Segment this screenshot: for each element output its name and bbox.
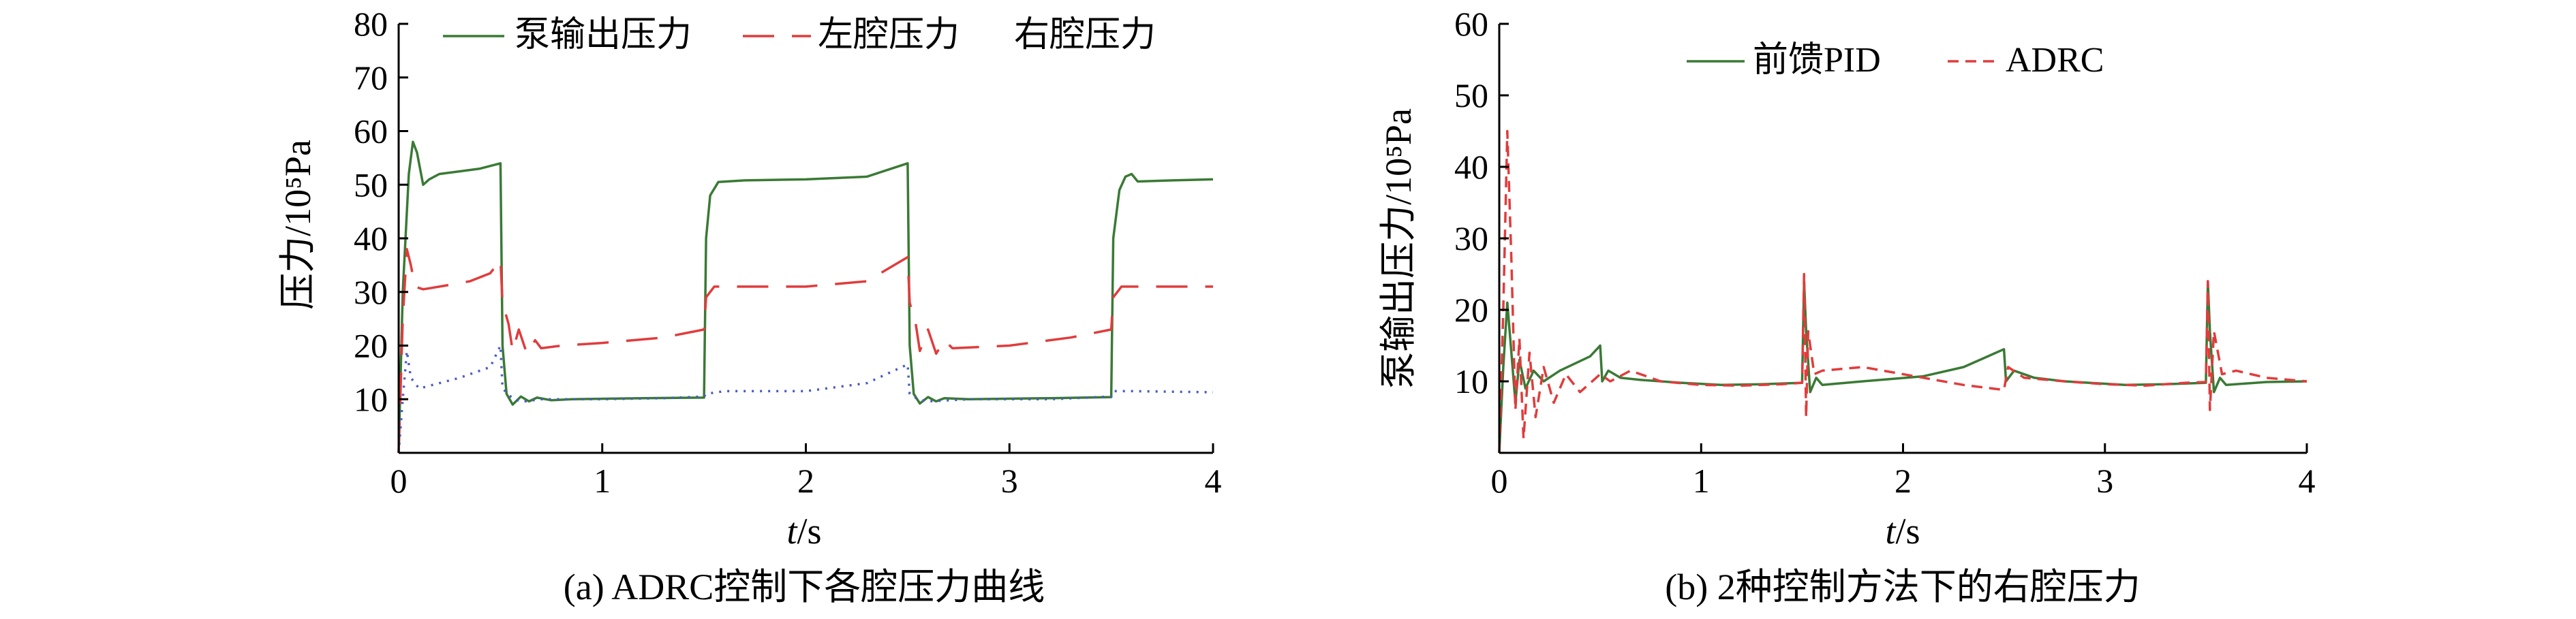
series-line	[397, 140, 1214, 454]
series-line	[1498, 280, 2307, 454]
legend-label: ADRC	[2006, 41, 2104, 80]
panel-a-legend: 泵输出压力 左腔压力 右腔压力	[443, 16, 1156, 54]
x-tick-label: 2	[1895, 462, 1912, 500]
y-tick-label: 40	[354, 219, 388, 257]
panel-b-caption: (b) 2种控制方法下的右腔压力	[1665, 567, 2140, 607]
y-tick-label: 30	[354, 273, 388, 311]
legend-label: 左腔压力	[818, 16, 960, 54]
panel-b-series-group	[1498, 129, 2307, 454]
panel-a-ylabel: 压力/10⁵Pa	[277, 140, 318, 310]
panel-a-axes	[397, 24, 1213, 454]
panel-a-xlabel: t/s	[786, 511, 821, 552]
panel-a-series-group	[397, 140, 1214, 454]
y-tick-label: 80	[354, 5, 388, 43]
legend-label: 泵输出压力	[515, 16, 692, 54]
panel-a-pressure-curves: 0 1 2 3 4 10 20 30 40 50 60 70 80 泵输出压力 左腔压力 右腔压力 压力/1…	[277, 5, 1222, 607]
y-tick-label: 60	[1454, 5, 1488, 43]
legend-label: 前馈PID	[1753, 41, 1881, 80]
legend-label: 右腔压力	[1014, 16, 1156, 54]
panel-a-ticks: 0 1 2 3 4 10 20 30 40 50 60 70 80	[354, 5, 1222, 500]
x-tick-label: 3	[2096, 462, 2113, 500]
y-tick-label: 30	[1454, 219, 1488, 257]
x-tick-label: 1	[1693, 462, 1710, 500]
panel-b-ylabel: 泵输出压力/10⁵Pa	[1378, 108, 1419, 389]
y-tick-label: 70	[354, 59, 388, 97]
panel-b-legend: 前馈PID ADRC	[1687, 41, 2104, 80]
series-line	[397, 248, 1213, 454]
panel-b-ticks: 0 1 2 3 4 10 20 30 40 50 60	[1454, 5, 2316, 500]
x-tick-label: 1	[594, 462, 611, 500]
y-tick-label: 20	[1454, 291, 1488, 329]
panel-a-caption: (a) ADRC控制下各腔压力曲线	[564, 567, 1045, 607]
y-tick-label: 20	[354, 327, 388, 365]
x-tick-label: 4	[2299, 462, 2316, 500]
y-tick-label: 50	[354, 165, 388, 204]
x-tick-label: 2	[797, 462, 814, 500]
x-tick-label: 4	[1205, 462, 1222, 500]
panel-b-xlabel: t/s	[1885, 511, 1920, 552]
x-tick-label: 3	[1001, 462, 1018, 500]
y-tick-label: 40	[1454, 148, 1488, 186]
series-line	[1498, 129, 2307, 454]
x-tick-label: 0	[1491, 462, 1508, 500]
panel-b-axes	[1498, 24, 2307, 454]
series-line	[397, 344, 1214, 454]
y-tick-label: 10	[354, 380, 388, 418]
y-tick-label: 10	[1454, 362, 1488, 400]
y-tick-label: 60	[354, 112, 388, 150]
x-tick-label: 0	[390, 462, 408, 500]
y-tick-label: 50	[1454, 76, 1488, 114]
